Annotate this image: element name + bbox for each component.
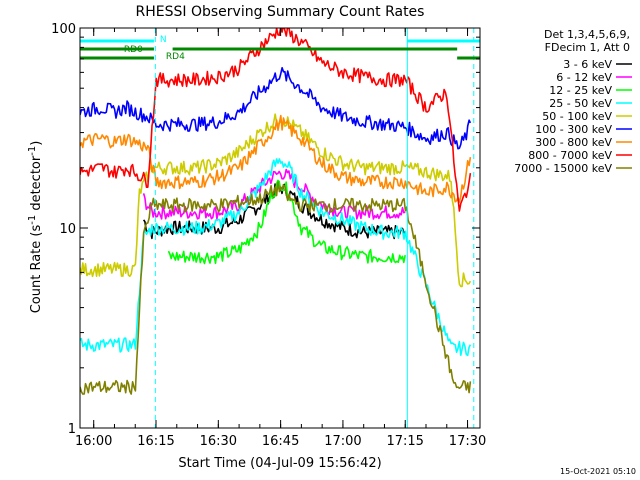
series-line-100-300-kev — [80, 67, 472, 150]
series-line-25-50-kev — [80, 158, 472, 357]
state-bar-label-rd0: RD0 — [124, 45, 143, 55]
series-line-6-12-kev — [142, 168, 406, 220]
x-tick-label: 16:30 — [200, 434, 237, 449]
legend-label-100-300-kev: 100 - 300 keV — [535, 123, 612, 136]
y-tick-label: 1 — [68, 422, 76, 437]
y-axis-label: Count Rate (s-1 detector-1) — [27, 141, 44, 314]
series-line-7000-15000-kev — [80, 181, 472, 395]
legend-label-7000-15000-kev: 7000 - 15000 keV — [514, 162, 612, 175]
legend-header-line-1: Det 1,3,4,5,6,9, — [544, 28, 630, 41]
series-line-300-800-kev — [80, 114, 472, 203]
legend-label-3-6-kev: 3 - 6 keV — [563, 58, 612, 71]
legend: Det 1,3,4,5,6,9,FDecim 1, Att 0 3 - 6 keV… — [514, 28, 632, 175]
timestamp: 15-Oct-2021 05:10 — [560, 467, 636, 476]
legend-label-12-25-kev: 12 - 25 keV — [549, 84, 612, 97]
state-bar-label-n: N — [160, 35, 167, 45]
axes: 16:00 16:15 16:30 16:45 17:00 17:15 17:30 1 10 10… — [51, 22, 486, 449]
legend-label-800-7000-kev: 800 - 7000 keV — [528, 149, 612, 162]
legend-label-300-800-kev: 300 - 800 keV — [535, 136, 612, 149]
plot-frame — [79, 27, 481, 429]
legend-header-line-2: FDecim 1, Att 0 — [545, 41, 630, 54]
series-line-50-100-kev — [80, 113, 472, 288]
x-tick-label: 16:45 — [262, 434, 299, 449]
x-axis-label: Start Time (04-Jul-09 15:56:42) — [178, 456, 381, 471]
legend-label-6-12-kev: 6 - 12 keV — [556, 71, 612, 84]
legend-label-25-50-kev: 25 - 50 keV — [549, 97, 612, 110]
x-tick-label: 17:15 — [386, 434, 423, 449]
legend-label-50-100-kev: 50 - 100 keV — [542, 110, 612, 123]
state-bar-label-rd4: RD4 — [166, 52, 185, 62]
plot-area: N RD0 RD4 — [80, 28, 480, 428]
chart-title: RHESSI Observing Summary Count Rates — [136, 4, 425, 20]
x-tick-label: 16:15 — [137, 434, 174, 449]
series-line-800-7000-kev — [80, 28, 472, 212]
y-tick-label: 100 — [51, 22, 76, 37]
y-tick-label: 10 — [59, 222, 76, 237]
plot-content — [80, 28, 480, 428]
series-line-12-25-kev — [167, 179, 406, 265]
x-tick-label: 16:00 — [75, 434, 112, 449]
x-tick-label: 17:00 — [324, 434, 361, 449]
x-tick-label: 17:30 — [449, 434, 486, 449]
